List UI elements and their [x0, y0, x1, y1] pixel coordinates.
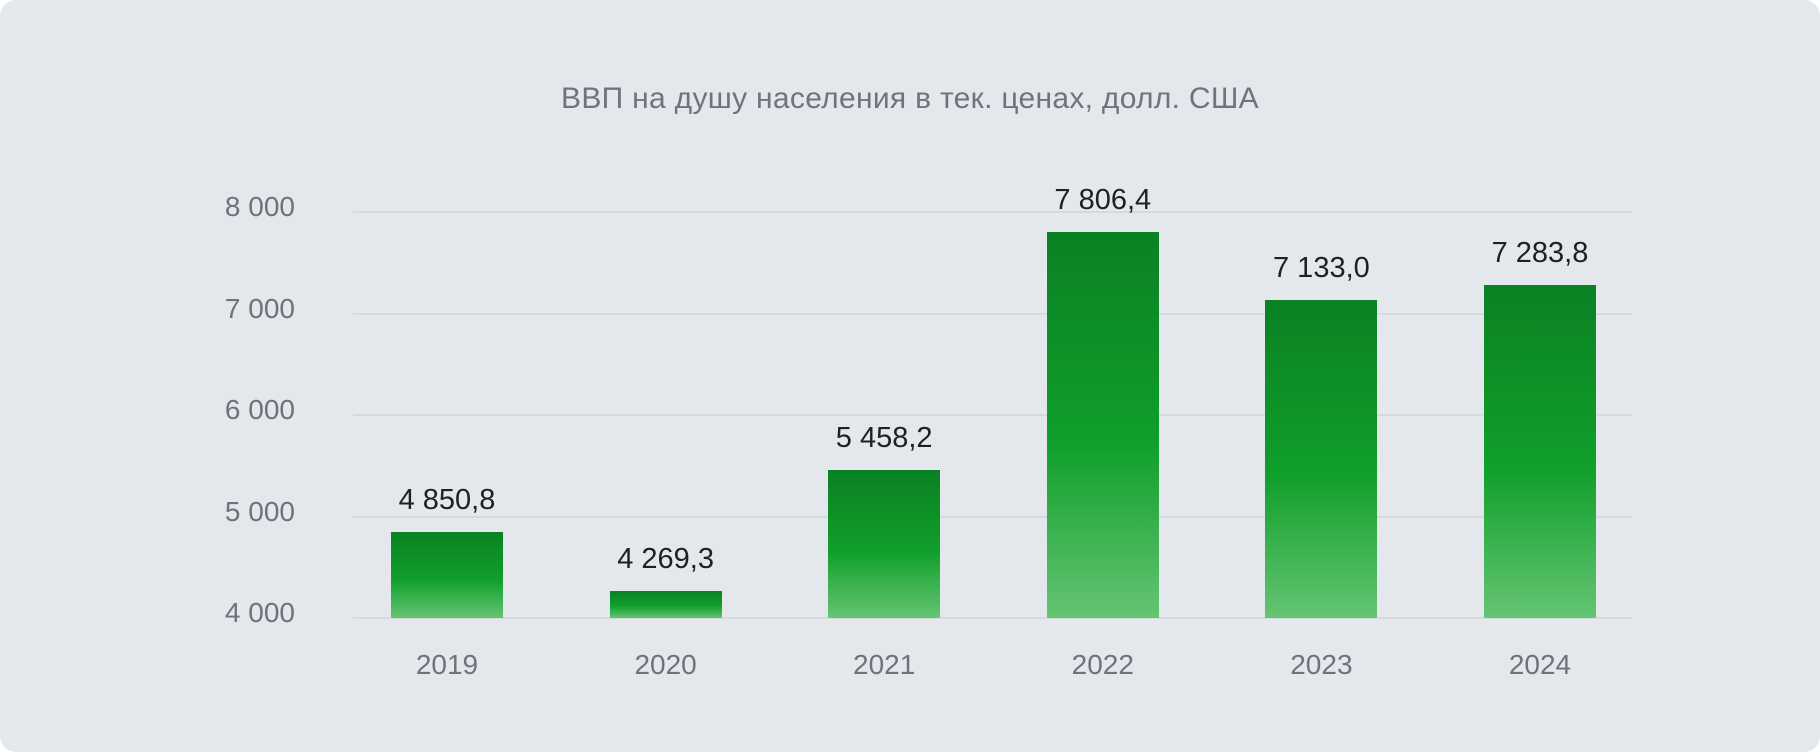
y-axis-tick-label: 6 000 — [224, 394, 295, 425]
bar-2023 — [1265, 300, 1378, 618]
bar-value-label-2021: 5 458,2 — [835, 421, 933, 454]
y-axis-tick-label: 5 000 — [224, 495, 295, 527]
chart-title: ВВП на душу населения в тек. ценах, долл… — [561, 82, 1259, 115]
gridline-6000 — [353, 414, 1632, 416]
bar-2020 — [609, 590, 722, 618]
bar-2022 — [1046, 231, 1159, 618]
x-axis-tick-label-2023: 2023 — [1290, 649, 1353, 680]
gridline-4000 — [353, 617, 1632, 619]
bar-value-label-2024: 7 283,8 — [1491, 236, 1589, 269]
gridline-8000 — [353, 211, 1632, 213]
bar-value-label-2023: 7 133,0 — [1273, 252, 1370, 284]
x-axis-tick-label-2024: 2024 — [1508, 649, 1572, 680]
bar-value-label-2020: 4 269,3 — [617, 542, 714, 575]
bar-2024 — [1484, 284, 1596, 618]
y-axis-tick-label: 4 000 — [224, 597, 295, 628]
x-axis-tick-label-2019: 2019 — [415, 649, 479, 680]
bar-value-label-2019: 4 850,8 — [398, 483, 496, 516]
bar-2019 — [391, 531, 503, 618]
y-axis-tick-label: 8 000 — [224, 191, 295, 222]
gridline-5000 — [353, 515, 1632, 518]
x-axis-tick-label-2020: 2020 — [634, 649, 697, 680]
x-axis-tick-label-2022: 2022 — [1071, 649, 1134, 680]
bar-value-label-2022: 7 806,4 — [1054, 183, 1152, 216]
x-axis-tick-label-2021: 2021 — [853, 649, 916, 680]
bar-2021 — [828, 469, 941, 618]
y-axis-tick-label: 7 000 — [224, 292, 295, 324]
gridline-7000 — [353, 312, 1632, 315]
